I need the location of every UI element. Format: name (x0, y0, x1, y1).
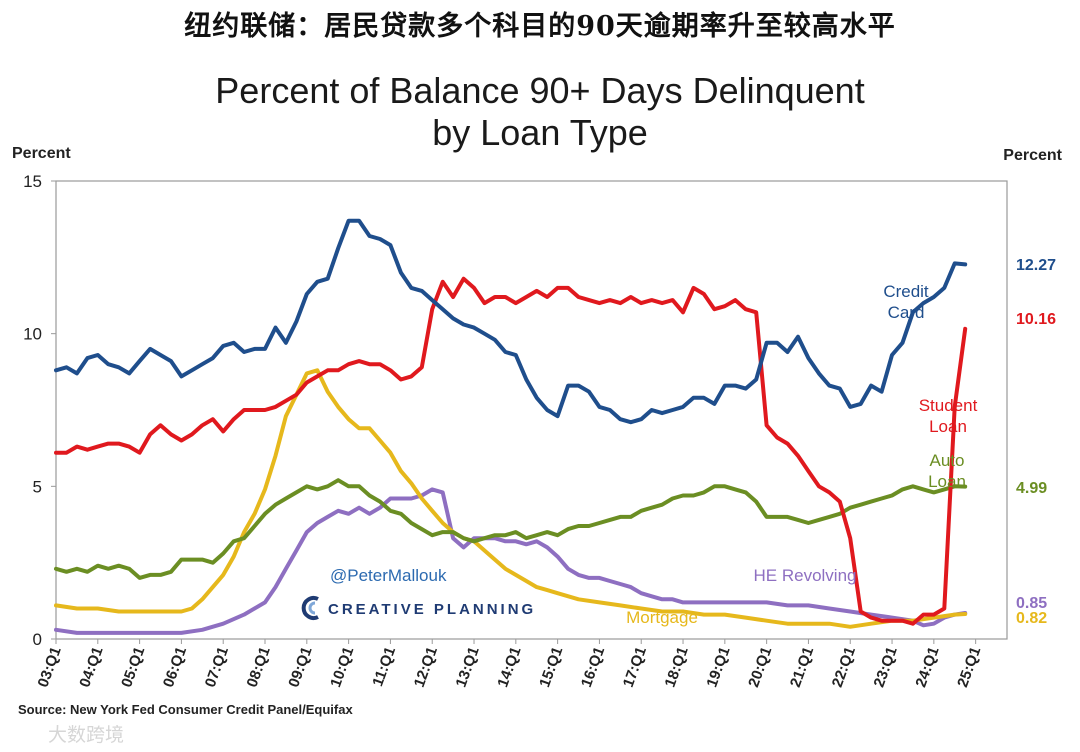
y-tick-label: 15 (23, 172, 42, 191)
series-lines (54, 218, 968, 635)
series-line-he-revolving (54, 487, 968, 635)
x-tick-label: 21:Q1 (787, 645, 817, 690)
series-line-mortgage (54, 368, 968, 629)
x-tick-label: 19:Q1 (703, 645, 733, 690)
x-tick-label: 16:Q1 (578, 645, 608, 690)
x-tick-label: 10:Q1 (327, 645, 357, 690)
x-tick-label: 20:Q1 (745, 645, 775, 690)
creative-planning-logo-icon (301, 596, 319, 620)
chart-subtitle: by Loan Type (432, 112, 648, 153)
source-note: Source: New York Fed Consumer Credit Pan… (18, 702, 353, 717)
chart-title: Percent of Balance 90+ Days Delinquent (215, 70, 864, 111)
x-tick-label: 08:Q1 (244, 645, 274, 690)
y-tick-label: 10 (23, 325, 42, 344)
x-tick-label: 05:Q1 (118, 645, 148, 690)
end-value-student-loan: 10.16 (1016, 311, 1056, 328)
x-tick-label: 12:Q1 (411, 645, 441, 690)
y-tick-label: 5 (33, 477, 42, 496)
y-axis: 0 5 10 15 (23, 172, 56, 649)
x-axis: 03:Q1 04:Q1 05:Q1 06:Q1 07:Q1 08:Q1 09:Q1 10:Q1… (35, 639, 984, 690)
y-tick-label: 0 (33, 630, 42, 649)
left-axis-unit: Percent (12, 145, 71, 162)
plot-frame (55, 180, 1008, 640)
series-label-student-loan: Student Loan (919, 396, 978, 436)
x-tick-label: 06:Q1 (160, 645, 190, 690)
series-label-mortgage: Mortgage (626, 608, 698, 627)
series-labels: Credit Card 12.27 Student Loan 10.16 Auto Loan 4… (626, 257, 1056, 627)
x-tick-label: 03:Q1 (35, 645, 65, 690)
series-line-credit-card (54, 218, 968, 425)
brand-logo: CREATIVE PLANNING (301, 596, 536, 620)
brand-name: CREATIVE PLANNING (328, 601, 536, 618)
end-value-mortgage: 0.82 (1016, 610, 1047, 627)
x-tick-label: 04:Q1 (76, 645, 106, 690)
x-tick-label: 09:Q1 (285, 645, 315, 690)
right-axis-unit: Percent (1003, 147, 1062, 164)
end-value-he-revolving: 0.85 (1016, 595, 1047, 612)
end-value-credit-card: 12.27 (1016, 257, 1056, 274)
series-label-credit-card: Credit Card (883, 282, 929, 322)
end-value-auto-loan: 4.99 (1016, 480, 1047, 497)
headline: 纽约联储：居民贷款多个科目的90天逾期率升至较高水平 (184, 11, 896, 42)
x-tick-label: 07:Q1 (202, 645, 232, 690)
x-tick-label: 17:Q1 (620, 645, 650, 690)
series-label-he-revolving: HE Revolving (754, 566, 857, 585)
x-tick-label: 22:Q1 (829, 645, 859, 690)
series-line-student-loan (54, 276, 968, 626)
x-tick-label: 18:Q1 (662, 645, 692, 690)
x-tick-label: 13:Q1 (453, 645, 483, 690)
series-line-auto-loan (54, 478, 968, 580)
x-tick-label: 25:Q1 (954, 645, 984, 690)
x-tick-label: 11:Q1 (369, 645, 399, 689)
x-tick-label: 23:Q1 (871, 645, 901, 690)
x-tick-label: 14:Q1 (494, 645, 524, 690)
watermark-text: 大数跨境 (48, 724, 124, 746)
x-tick-label: 24:Q1 (912, 645, 942, 690)
x-tick-label: 15:Q1 (536, 645, 566, 690)
author-handle: @PeterMallouk (330, 566, 447, 585)
series-label-auto-loan: Auto Loan (928, 451, 966, 491)
